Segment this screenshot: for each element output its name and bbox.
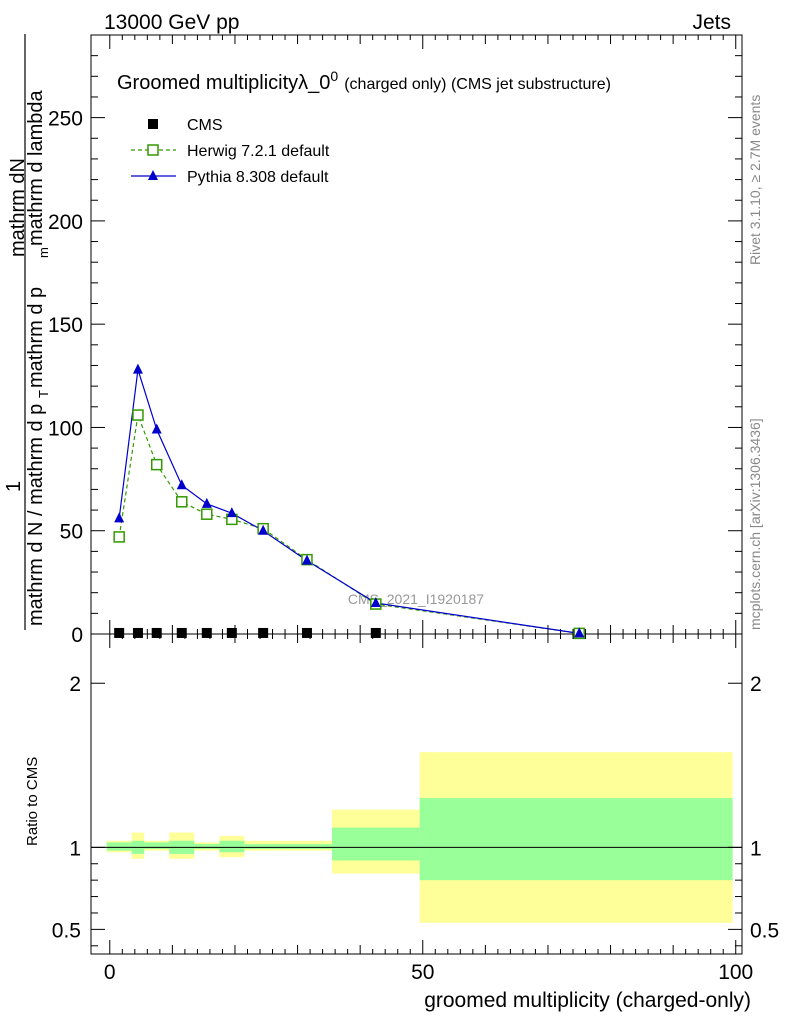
y-tick-label-ratio-right-2: 2: [750, 673, 762, 696]
header-left: 13000 GeV pp: [104, 11, 239, 34]
y-tick-label-main-0: 0: [71, 624, 83, 647]
ylabel-numerator: mathrm dN: [7, 158, 29, 257]
ratio-bands: [106, 752, 733, 923]
legend: CMS Herwig 7.2.1 default Pythia 8.308 de…: [131, 117, 330, 186]
y-tick-label-main-1: 50: [60, 521, 83, 544]
herwig-point: [176, 496, 188, 508]
ylabel-sub-m: m: [36, 247, 51, 258]
ratio-band-green-5: [219, 840, 245, 853]
ratio-band-green-9: [419, 798, 733, 881]
plot-title: Groomed multiplicityλ_00 (charged only) (…: [117, 68, 611, 94]
cms-point: [370, 627, 381, 638]
y-tick-label-main-4: 200: [48, 211, 83, 234]
series-line-pythia: [118, 369, 580, 634]
rivet-version-label: Rivet 3.1.10, ≥ 2.7M events: [747, 95, 763, 265]
herwig-point: [150, 458, 163, 471]
legend-label-pythia: Pythia 8.308 default: [187, 169, 329, 186]
cms-point: [301, 627, 312, 638]
cms-point: [114, 627, 125, 638]
legend-label-herwig: Herwig 7.2.1 default: [187, 143, 330, 160]
ratio-band-green-4: [194, 844, 220, 849]
pythia-point: [258, 524, 269, 535]
cms-point: [176, 627, 187, 638]
cms-point: [132, 627, 143, 638]
main-y-axis-label: 1 mathrm dN mathrm d N / mathrm d p T ma…: [3, 34, 51, 630]
legend-marker-pythia: [148, 170, 158, 180]
ylabel-den-tail: mathrm d p: [25, 287, 47, 388]
y-tick-label-ratio-left-2: 2: [69, 673, 81, 696]
y-tick-label-ratio-left-1: 1: [69, 837, 81, 860]
legend-marker-cms: [148, 119, 158, 129]
plot-title-tail: (charged only) (CMS jet substructure): [344, 76, 611, 93]
pythia-point: [574, 627, 585, 638]
cms-data-points: [114, 627, 381, 638]
x-tick-label-1: 50: [411, 961, 434, 984]
x-axis-label: groomed multiplicity (charged-only): [424, 989, 751, 1012]
pythia-point: [176, 479, 187, 490]
y-tick-label-ratio-left-0: 0.5: [52, 919, 81, 942]
legend-marker-herwig: [147, 144, 159, 156]
mcplots-label: mcplots.cern.ch [arXiv:1306.3436]: [747, 418, 763, 630]
pythia-point: [370, 597, 381, 608]
ylabel-den-tail2: mathrm d lambda: [25, 90, 47, 246]
ratio-band-green-6: [244, 844, 282, 849]
y-tick-label-main-2: 100: [48, 417, 83, 440]
y-tick-label-main-3: 150: [48, 314, 83, 337]
x-tick-label-0: 0: [104, 961, 116, 984]
pythia-point: [132, 363, 143, 374]
herwig-point: [113, 531, 125, 543]
ylabel-denominator: mathrm d N / mathrm d p: [25, 404, 47, 626]
x-tick-label-2: 100: [718, 961, 753, 984]
ratio-band-green-8: [331, 827, 420, 861]
plot-title-lambda: λ_0: [298, 72, 330, 94]
plot-title-sup: 0: [330, 68, 338, 84]
ratio-band-green-7: [281, 844, 332, 849]
ylabel-sub-T: T: [36, 390, 51, 398]
series-group: [113, 363, 585, 640]
legend-label-cms: CMS: [187, 117, 223, 134]
ratio-y-axis-label: Ratio to CMS: [24, 757, 41, 846]
cms-point: [258, 627, 269, 638]
plot-title-main: Groomed multiplicity: [117, 72, 298, 94]
pythia-point: [114, 512, 125, 523]
pythia-point: [301, 554, 312, 565]
cms-point: [226, 627, 237, 638]
ylabel-one: 1: [3, 481, 25, 492]
cms-point: [201, 627, 212, 638]
y-tick-label-main-5: 250: [48, 108, 83, 131]
analysis-watermark: CMS_2021_I1920187: [348, 591, 484, 607]
axis-ticks: 0 50 100 0 50 100 150 200 250 0.5 0.5 1 1 2 2: [48, 34, 779, 984]
y-tick-label-ratio-right-1: 1: [750, 837, 762, 860]
pythia-point: [151, 423, 162, 434]
pythia-point: [201, 497, 212, 508]
herwig-point: [132, 409, 144, 421]
ratio-band-green-0: [106, 842, 132, 851]
header-right: Jets: [692, 11, 731, 34]
herwig-point: [201, 508, 213, 520]
ratio-plot-frame: [90, 633, 743, 955]
pythia-point: [226, 507, 237, 518]
cms-point: [151, 627, 162, 638]
ratio-band-green-2: [144, 842, 170, 849]
y-tick-label-ratio-right-0: 0.5: [750, 919, 779, 942]
